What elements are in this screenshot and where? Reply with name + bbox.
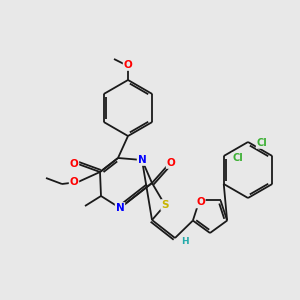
Text: Cl: Cl	[232, 153, 243, 163]
Text: O: O	[124, 60, 132, 70]
Text: O: O	[167, 158, 176, 168]
Text: H: H	[181, 238, 189, 247]
Text: O: O	[70, 177, 78, 187]
Text: O: O	[70, 159, 78, 169]
Text: Cl: Cl	[256, 138, 267, 148]
Text: O: O	[196, 197, 205, 207]
Text: S: S	[161, 200, 169, 210]
Text: N: N	[116, 203, 124, 213]
Text: N: N	[138, 155, 146, 165]
